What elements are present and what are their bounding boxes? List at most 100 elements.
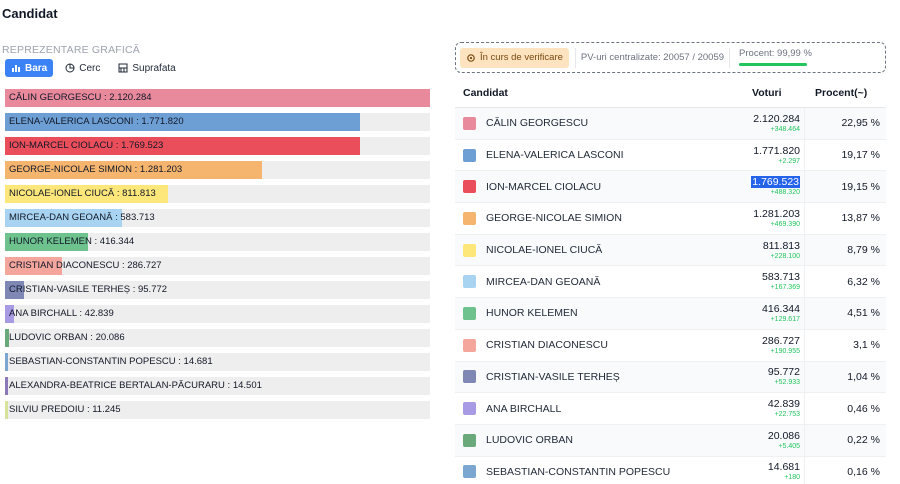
votes-value: 1.771.820	[753, 144, 800, 157]
bar	[5, 161, 262, 179]
bar	[5, 257, 63, 275]
percent-cell: 3,1 %	[853, 339, 880, 352]
percent-cell: 1,04 %	[847, 370, 880, 383]
bar-label: GEORGE-NICOLAE SIMION : 1.281.203	[9, 164, 183, 175]
bar	[5, 401, 8, 419]
header-candidate: Candidat	[463, 86, 508, 99]
bar-row[interactable]: CĂLIN GEORGESCU : 2.120.284	[5, 89, 430, 107]
verify-label: În curs de verificare	[480, 52, 563, 63]
votes-delta: +180	[784, 474, 800, 482]
votes-value: 286.727	[762, 334, 800, 347]
table-row[interactable]: ION-MARCEL CIOLACU 1.769.523 +488.320 19,15…	[455, 171, 886, 204]
votes-cell: 286.727 +190.955	[742, 329, 805, 361]
bar-row[interactable]: ION-MARCEL CIOLACU : 1.769.523	[5, 137, 430, 155]
table-body: CĂLIN GEORGESCU 2.120.284 +348.464 22,95 % E…	[455, 108, 886, 484]
bar	[5, 377, 8, 395]
table-row[interactable]: GEORGE-NICOLAE SIMION 1.281.203 +469.390 13…	[455, 203, 886, 235]
votes-value: 416.344	[762, 302, 800, 315]
table-row[interactable]: CRISTIAN DIACONESCU 286.727 +190.955 3,1 %	[455, 329, 886, 362]
color-swatch	[463, 180, 476, 194]
table-row[interactable]: SEBASTIAN-CONSTANTIN POPESCU 14.681 +180 0,…	[455, 456, 886, 484]
bar-row[interactable]: ALEXANDRA-BEATRICE BERTALAN-PĂCURARU : 1…	[5, 377, 430, 395]
table-row[interactable]: ELENA-VALERICA LASCONI 1.771.820 +2.297 19,…	[455, 139, 886, 172]
percent-text: Procent: 99,99 %	[739, 47, 812, 59]
votes-delta: +167.369	[770, 284, 800, 292]
votes-cell: 14.681 +180	[742, 456, 805, 484]
bar	[5, 137, 360, 155]
page-title: Candidat	[2, 6, 58, 21]
candidate-name: NICOLAE-IONEL CIUCĂ	[486, 244, 603, 257]
votes-delta: +2.297	[778, 157, 800, 165]
candidate-cell: HUNOR KELEMEN	[455, 306, 742, 320]
color-swatch	[463, 275, 476, 289]
percent-cell: 19,15 %	[841, 180, 880, 193]
candidate-name: MIRCEA-DAN GEOANĂ	[486, 275, 601, 288]
votes-cell: 583.713 +167.369	[742, 266, 805, 298]
bar-row[interactable]: HUNOR KELEMEN : 416.344	[5, 233, 430, 251]
bar-row[interactable]: CRISTIAN DIACONESCU : 286.727	[5, 257, 430, 275]
votes-value: 583.713	[762, 271, 800, 284]
bar-row[interactable]: SILVIU PREDOIU : 11.245	[5, 401, 430, 419]
area-chart-icon	[118, 63, 128, 73]
color-swatch	[463, 116, 476, 130]
percent-cell: 4,51 %	[847, 307, 880, 320]
bar-label: ALEXANDRA-BEATRICE BERTALAN-PĂCURARU : 1…	[9, 380, 262, 391]
candidate-cell: ELENA-VALERICA LASCONI	[455, 148, 742, 162]
gear-icon	[467, 53, 475, 62]
table-row[interactable]: MIRCEA-DAN GEOANĂ 583.713 +167.369 6,32 %	[455, 266, 886, 299]
bar-label: ANA BIRCHALL : 42.839	[9, 308, 114, 319]
tab-area[interactable]: Suprafata	[112, 59, 181, 77]
color-swatch	[463, 211, 476, 225]
bar-chart: CĂLIN GEORGESCU : 2.120.284 ELENA-VALERIC…	[5, 89, 430, 425]
bar-row[interactable]: LUDOVIC ORBAN : 20.086	[5, 329, 430, 347]
table-row[interactable]: LUDOVIC ORBAN 20.086 +5.405 0,22 %	[455, 424, 886, 457]
bar-row[interactable]: GEORGE-NICOLAE SIMION : 1.281.203	[5, 161, 430, 179]
percent-cell: 6,32 %	[847, 275, 880, 288]
candidate-name: GEORGE-NICOLAE SIMION	[486, 212, 622, 225]
color-swatch	[463, 370, 476, 384]
percent-cell: 0,46 %	[847, 402, 880, 415]
tab-circle[interactable]: Cerc	[59, 59, 106, 77]
bar-label: ELENA-VALERICA LASCONI : 1.771.820	[9, 116, 184, 127]
color-swatch	[463, 465, 476, 479]
bar-row[interactable]: SEBASTIAN-CONSTANTIN POPESCU : 14.681	[5, 353, 430, 371]
table-row[interactable]: CĂLIN GEORGESCU 2.120.284 +348.464 22,95 %	[455, 108, 886, 140]
votes-delta: +5.405	[778, 442, 800, 450]
votes-delta: +488.320	[770, 189, 800, 197]
table-header: Candidat Voturi Procent(~)	[455, 78, 886, 108]
bar-label: LUDOVIC ORBAN : 20.086	[9, 332, 125, 343]
votes-delta: +52.933	[774, 379, 801, 387]
bar-row[interactable]: ANA BIRCHALL : 42.839	[5, 305, 430, 323]
verify-badge: În curs de verificare	[460, 47, 569, 68]
candidate-cell: CRISTIAN-VASILE TERHEȘ	[455, 370, 742, 384]
tab-circle-label: Cerc	[79, 62, 101, 74]
votes-cell: 1.771.820 +2.297	[742, 139, 805, 171]
header-percent: Procent(~)	[815, 86, 868, 99]
votes-value: 95.772	[767, 366, 800, 379]
percent-cell: 8,79 %	[847, 244, 880, 257]
bar-label: CĂLIN GEORGESCU : 2.120.284	[9, 92, 152, 103]
bar-label: MIRCEA-DAN GEOANĂ : 583.713	[9, 212, 155, 223]
bar-row[interactable]: NICOLAE-IONEL CIUCĂ : 811.813	[5, 185, 430, 203]
candidate-cell: SEBASTIAN-CONSTANTIN POPESCU	[455, 465, 742, 479]
table-row[interactable]: CRISTIAN-VASILE TERHEȘ 95.772 +52.933 1,04 …	[455, 361, 886, 394]
table-row[interactable]: NICOLAE-IONEL CIUCĂ 811.813 +228.100 8,79 %	[455, 234, 886, 267]
bar-row[interactable]: MIRCEA-DAN GEOANĂ : 583.713	[5, 209, 430, 227]
bar-row[interactable]: CRISTIAN-VASILE TERHEȘ : 95.772	[5, 281, 430, 299]
status-bar: În curs de verificare PV-uri centralizat…	[455, 42, 886, 73]
bar-row[interactable]: ELENA-VALERICA LASCONI : 1.771.820	[5, 113, 430, 131]
bar-label: CRISTIAN DIACONESCU : 286.727	[9, 260, 162, 271]
bar	[5, 353, 8, 371]
color-swatch	[463, 306, 476, 320]
bar-label: ION-MARCEL CIOLACU : 1.769.523	[9, 140, 164, 151]
chart-view-tabs: Bara Cerc Suprafata	[5, 59, 182, 77]
tab-bar-label: Bara	[25, 62, 48, 74]
results-table: Candidat Voturi Procent(~) CĂLIN GEORGES…	[455, 78, 886, 484]
bar	[5, 329, 10, 347]
bar-label: CRISTIAN-VASILE TERHEȘ : 95.772	[9, 284, 168, 295]
votes-value: 14.681	[767, 461, 800, 474]
table-row[interactable]: HUNOR KELEMEN 416.344 +129.617 4,51 %	[455, 298, 886, 330]
tab-bar[interactable]: Bara	[5, 59, 54, 77]
candidate-name: SEBASTIAN-CONSTANTIN POPESCU	[486, 465, 671, 478]
table-row[interactable]: ANA BIRCHALL 42.839 +22.753 0,46 %	[455, 393, 886, 425]
